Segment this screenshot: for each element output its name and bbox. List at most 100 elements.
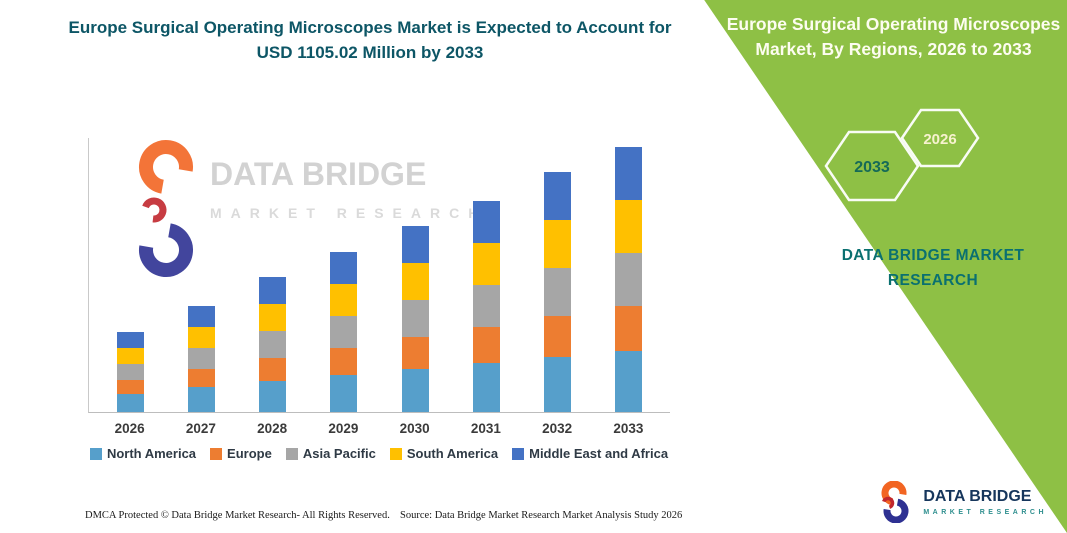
legend-item: Asia Pacific — [285, 446, 376, 461]
bar-column — [237, 277, 308, 412]
bar-segment — [472, 363, 500, 412]
bar-segment — [188, 348, 216, 369]
x-axis-label: 2030 — [399, 421, 430, 436]
dmca-notice: DMCA Protected © Data Bridge Market Rese… — [85, 510, 390, 521]
bar-segment — [614, 200, 642, 253]
data-bridge-logo-icon — [881, 481, 909, 523]
bar-segment — [543, 316, 571, 357]
bar-segment — [472, 201, 500, 243]
right-panel-title: Europe Surgical Operating Microscopes Ma… — [726, 14, 1061, 59]
bar-segment — [259, 381, 287, 412]
source-note: Source: Data Bridge Market Research Mark… — [400, 510, 683, 521]
bar-segment — [543, 220, 571, 268]
bar-segment — [472, 327, 500, 363]
bar-segment — [117, 332, 145, 348]
stacked-bar-2026 — [117, 332, 145, 412]
stacked-bar-chart: 2026 2027 2028 2029 2030 2031 2032 2033 North A… — [88, 138, 670, 461]
watermark: DATA BRIDGE MARKET RESEARCH — [138, 122, 487, 302]
x-axis-label: 2033 — [613, 421, 644, 436]
chart-headline: Europe Surgical Operating Microscopes Ma… — [68, 18, 672, 62]
bar-segment — [543, 357, 571, 412]
bar-column — [593, 147, 664, 412]
legend-swatch-icon — [210, 447, 223, 460]
bar-segment — [117, 348, 145, 364]
stacked-bar-2032 — [543, 172, 571, 412]
bar-segment — [330, 375, 358, 412]
bar-segment — [330, 252, 358, 284]
legend-item: North America — [89, 446, 197, 461]
bar-segment — [330, 316, 358, 348]
x-axis-label: 2032 — [542, 421, 573, 436]
bar-segment — [614, 306, 642, 351]
bar-segment — [330, 348, 358, 375]
logo-name: DATA BRIDGE — [923, 488, 1032, 505]
watermark-name: DATA BRIDGE — [210, 156, 427, 192]
stacked-bar-2029 — [330, 252, 358, 412]
x-axis-label: 2026 — [114, 421, 145, 436]
x-axis-label: 2031 — [470, 421, 501, 436]
bar-segment — [259, 331, 287, 358]
bar-segment — [117, 394, 145, 412]
hexagon-2033-label: 2033 — [854, 159, 890, 176]
legend-item: Europe — [210, 446, 272, 461]
x-axis: 2026 2027 2028 2029 2030 2031 2032 2033 — [88, 421, 670, 436]
x-axis-label: 2028 — [257, 421, 288, 436]
stacked-bar-2033 — [614, 147, 642, 412]
bar-segment — [117, 380, 145, 394]
data-bridge-watermark-logo-icon — [139, 140, 193, 277]
logo-subtitle: MARKET RESEARCH — [923, 509, 1047, 516]
data-bridge-logo-text: DATA BRIDGE MARKET RESEARCH — [923, 488, 1047, 516]
legend-label: North America — [106, 446, 197, 461]
legend-swatch-icon — [285, 447, 298, 460]
hexagon-2033 — [824, 130, 920, 202]
bar-segment — [472, 243, 500, 285]
bar-segment — [401, 263, 429, 300]
x-axis-label: 2027 — [185, 421, 216, 436]
bar-column — [380, 226, 451, 412]
hexagon-2026 — [900, 108, 980, 168]
legend-swatch-icon — [512, 447, 525, 460]
legend-label: Middle East and Africa — [529, 446, 669, 461]
year-hexagons: 2033 2026 — [824, 108, 980, 202]
bar-segment — [188, 306, 216, 327]
legend-swatch-icon — [89, 447, 102, 460]
bar-segment — [543, 268, 571, 316]
bar-column — [308, 252, 379, 412]
stacked-bar-2027 — [188, 306, 216, 412]
legend-swatch-icon — [389, 447, 402, 460]
bar-segment — [401, 337, 429, 369]
legend-item: Middle East and Africa — [512, 446, 668, 461]
bar-column — [451, 201, 522, 412]
legend-item: South America — [389, 446, 499, 461]
bar-segment — [117, 364, 145, 380]
hexagon-2026-label: 2026 — [923, 131, 956, 148]
right-panel-brand-text: DATA BRIDGE MARKET RESEARCH — [841, 247, 1025, 289]
bar-segment — [472, 285, 500, 327]
legend: North America Europe Asia Pacific South Ame… — [88, 446, 670, 461]
plot-area — [88, 138, 670, 413]
legend-label: Europe — [227, 446, 272, 461]
bar-segment — [401, 369, 429, 412]
bar-segment — [614, 351, 642, 412]
bar-segment — [614, 253, 642, 306]
bar-segment — [401, 226, 429, 263]
bar-segment — [188, 327, 216, 348]
bar-segment — [401, 300, 429, 337]
bar-segment — [259, 358, 287, 381]
bar-segment — [614, 147, 642, 200]
watermark-subtitle: MARKET RESEARCH — [210, 205, 488, 221]
bar-column — [166, 306, 237, 412]
bar-segment — [259, 277, 287, 304]
legend-label: South America — [406, 446, 499, 461]
bar-segment — [330, 284, 358, 316]
bar-segment — [188, 369, 216, 387]
watermark-text: DATA BRIDGE MARKET RESEARCH — [210, 156, 487, 221]
bar-segment — [259, 304, 287, 331]
legend-label: Asia Pacific — [302, 446, 376, 461]
stacked-bar-2031 — [472, 201, 500, 412]
bar-column — [95, 332, 166, 412]
bar-column — [522, 172, 593, 412]
stacked-bar-2028 — [259, 277, 287, 412]
x-axis-label: 2029 — [328, 421, 359, 436]
